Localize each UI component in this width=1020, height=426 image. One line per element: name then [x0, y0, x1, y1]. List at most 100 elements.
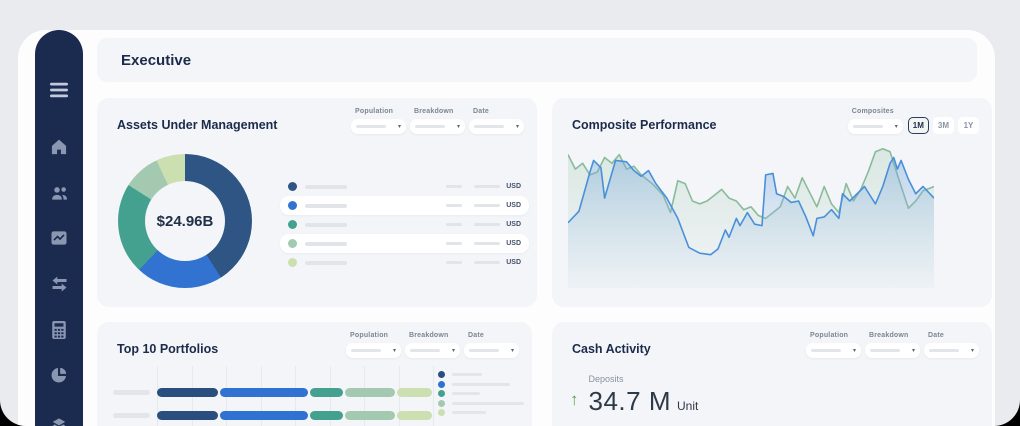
sidebar-item-allocation[interactable]: [35, 363, 83, 387]
top10-filters: Population ▾ Breakdown ▾ Date ▾: [346, 332, 519, 358]
composite-performance-card: Composite Performance Composites ▾ 1M 3M 1Y: [552, 98, 992, 307]
aum-legend-row: USD: [280, 177, 529, 196]
population-filter-select[interactable]: ▾: [351, 119, 406, 134]
top10-bar-rows: [113, 388, 434, 426]
date-filter-label: Date: [468, 332, 484, 339]
currency-label: USD: [506, 202, 521, 209]
aum-donut-hole: $24.96B: [145, 181, 225, 261]
caret-down-icon: ▾: [456, 123, 460, 130]
legend-dot: [438, 380, 445, 388]
breakdown-filter-label: Breakdown: [414, 108, 454, 115]
legend-value-placeholder: [446, 204, 463, 207]
legend-amount-placeholder: [474, 223, 501, 226]
population-filter-label: Population: [355, 108, 394, 115]
legend-value-placeholder: [446, 242, 463, 245]
legend-name-placeholder: [452, 382, 510, 386]
caret-down-icon: ▾: [451, 347, 455, 354]
breakdown-selected-value-placeholder: [870, 349, 900, 352]
date-filter-select[interactable]: ▾: [924, 343, 979, 358]
legend-name-placeholder: [452, 411, 486, 415]
range-1m-button[interactable]: 1M: [907, 117, 929, 134]
composites-filter-select[interactable]: ▾: [847, 119, 903, 134]
top10-legend-row: [438, 399, 524, 409]
caret-down-icon: ▾: [970, 347, 974, 354]
caret-down-icon: ▾: [397, 123, 401, 130]
sidebar-item-accounting[interactable]: [35, 318, 83, 342]
population-filter-select[interactable]: ▾: [806, 343, 861, 358]
sidebar-item-transactions[interactable]: [35, 272, 83, 296]
composite-card-title: Composite Performance: [572, 118, 717, 132]
deposits-kpi: ↑ Deposits 34.7 M Unit: [570, 374, 698, 417]
legend-value-placeholder: [446, 223, 463, 226]
sidebar-item-home[interactable]: [35, 135, 83, 159]
top10-bar-chart: [113, 366, 434, 426]
breakdown-filter: Breakdown ▾: [865, 332, 920, 358]
calculator-icon: [50, 320, 68, 340]
date-filter-select[interactable]: ▾: [469, 119, 524, 134]
time-range-selector: 1M 3M 1Y: [907, 117, 979, 134]
sidebar-item-menu[interactable]: [35, 78, 83, 102]
breakdown-filter-select[interactable]: ▾: [865, 343, 920, 358]
breakdown-filter-select[interactable]: ▾: [405, 343, 460, 358]
aum-donut-chart: $24.96B: [118, 154, 252, 288]
aum-legend-list: USD USD USD USD USD: [280, 177, 529, 272]
users-icon: [49, 183, 70, 203]
portfolio-bar-row: [113, 411, 434, 420]
date-filter-select[interactable]: ▾: [464, 343, 519, 358]
deposits-unit: Unit: [677, 399, 699, 413]
composites-filter: Composites ▾: [847, 108, 903, 134]
top10-legend-row: [438, 408, 524, 418]
aum-legend-row: USD: [280, 215, 529, 234]
aum-card-title: Assets Under Management: [117, 118, 278, 132]
aum-legend-row: USD: [280, 253, 529, 272]
gridline: [157, 366, 158, 426]
population-filter-label: Population: [350, 332, 389, 339]
composite-line: [568, 158, 934, 255]
sidebar-item-clients[interactable]: [35, 181, 83, 205]
composite-performance-chart: [568, 143, 934, 288]
range-1y-button[interactable]: 1Y: [958, 117, 979, 134]
legend-dot: [288, 220, 297, 229]
breakdown-filter-select[interactable]: ▾: [410, 119, 465, 134]
legend-dot: [288, 258, 297, 267]
sidebar-item-performance[interactable]: [35, 226, 83, 250]
legend-amount-placeholder: [474, 185, 501, 188]
population-filter-select[interactable]: ▾: [346, 343, 401, 358]
legend-dot: [438, 409, 445, 417]
population-selected-value-placeholder: [811, 349, 841, 352]
caret-down-icon: ▾: [894, 123, 898, 130]
date-filter-label: Date: [473, 108, 489, 115]
bar-segment: [397, 388, 432, 397]
bar-segment: [157, 388, 218, 397]
cash-filters: Population ▾ Breakdown ▾ Date ▾: [806, 332, 979, 358]
top10-legend-row: [438, 389, 524, 399]
transfer-arrows-icon: [49, 275, 70, 293]
date-filter: Date ▾: [469, 108, 524, 134]
date-selected-value-placeholder: [929, 349, 959, 352]
caret-down-icon: ▾: [852, 347, 856, 354]
caret-down-icon: ▾: [392, 347, 396, 354]
date-filter: Date ▾: [464, 332, 519, 358]
legend-value-placeholder: [446, 185, 463, 188]
aum-filters: Population ▾ Breakdown ▾ Date ▾: [351, 108, 524, 134]
sidebar-item-holdings[interactable]: [35, 414, 83, 426]
date-filter-label: Date: [928, 332, 944, 339]
population-filter: Population ▾: [346, 332, 401, 358]
top10-legend-row: [438, 370, 524, 380]
bar-segment: [157, 411, 218, 420]
bar-segment: [397, 411, 432, 420]
aum-total-value: $24.96B: [156, 212, 214, 230]
range-3m-button[interactable]: 3M: [932, 117, 954, 134]
legend-name-placeholder: [452, 401, 524, 405]
population-selected-value-placeholder: [351, 349, 381, 352]
legend-name-placeholder: [452, 392, 480, 396]
population-filter: Population ▾: [806, 332, 861, 358]
legend-name-placeholder: [305, 241, 347, 246]
menu-icon: [48, 81, 70, 99]
cash-card-title: Cash Activity: [572, 342, 651, 356]
bar-segment: [345, 388, 395, 397]
legend-amount-placeholder: [474, 242, 501, 245]
home-icon: [49, 137, 69, 157]
top10-portfolios-card: Top 10 Portfolios Population ▾ Breakdown ▾ D…: [97, 322, 532, 426]
